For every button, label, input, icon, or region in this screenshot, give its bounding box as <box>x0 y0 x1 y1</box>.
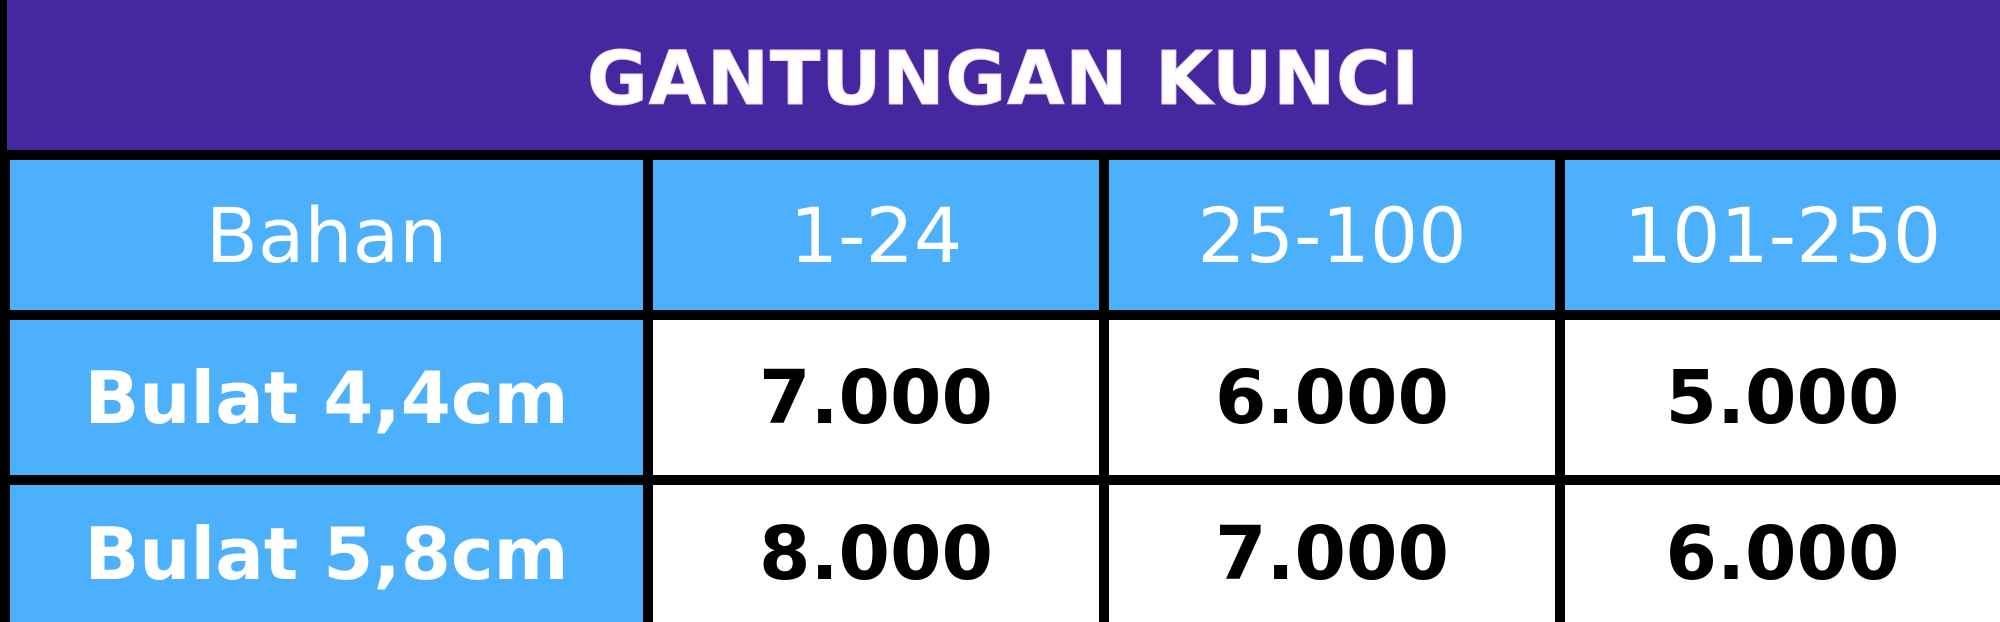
price-cell: 6.000 <box>1565 485 2000 622</box>
price-cell: 7.000 <box>653 320 1099 475</box>
column-header-material: Bahan <box>10 160 643 310</box>
table-title-bar: GANTUNGAN KUNCI <box>7 0 2000 150</box>
column-header-qty-1-24: 1-24 <box>653 160 1099 310</box>
row-label-material: Bulat 5,8cm <box>10 485 643 622</box>
table-title: GANTUNGAN KUNCI <box>586 36 1421 123</box>
column-header-qty-101-250: 101-250 <box>1565 160 2000 310</box>
price-cell: 6.000 <box>1109 320 1555 475</box>
price-cell: 7.000 <box>1109 485 1555 622</box>
row-label-material: Bulat 4,4cm <box>10 320 643 475</box>
price-cell: 5.000 <box>1565 320 2000 475</box>
price-cell: 8.000 <box>653 485 1099 622</box>
column-header-qty-25-100: 25-100 <box>1109 160 1555 310</box>
